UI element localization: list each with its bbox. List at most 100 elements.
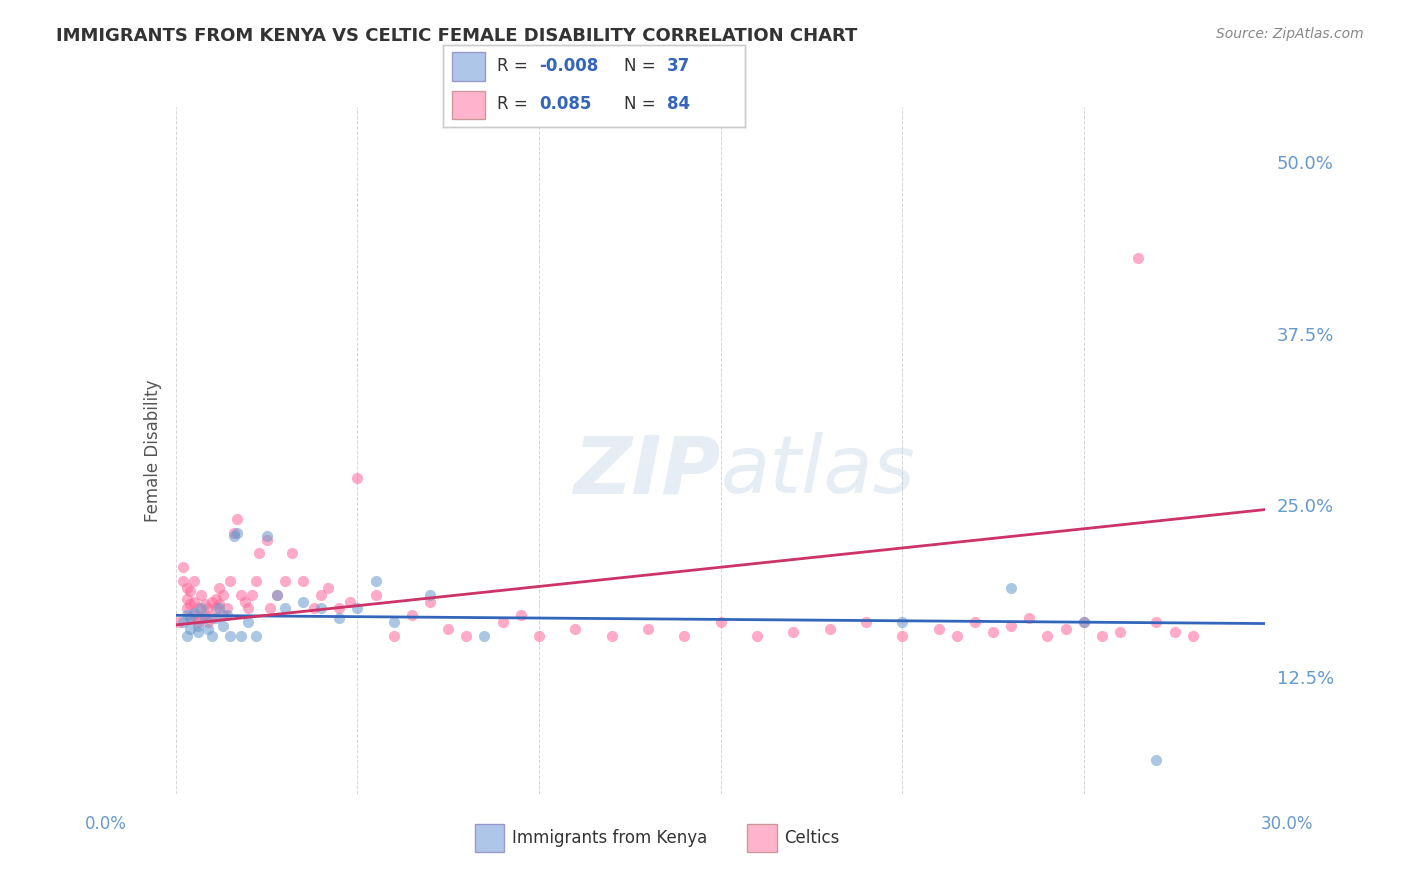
Point — [247, 546, 270, 561]
Point — [1018, 611, 1040, 625]
Point — [818, 622, 841, 636]
Point — [245, 629, 267, 643]
Point — [238, 601, 260, 615]
Point — [710, 615, 733, 630]
Point — [419, 588, 441, 602]
Point — [212, 588, 235, 602]
Point — [176, 591, 198, 606]
Point — [1000, 619, 1022, 633]
Point — [194, 611, 217, 625]
Point — [527, 629, 550, 643]
Point — [1073, 615, 1095, 630]
Point — [346, 471, 368, 485]
Point — [564, 622, 586, 636]
Point — [401, 608, 423, 623]
Point — [183, 606, 205, 620]
Point — [231, 588, 253, 602]
Text: Immigrants from Kenya: Immigrants from Kenya — [512, 829, 707, 847]
Point — [328, 611, 350, 625]
Point — [855, 615, 877, 630]
Point — [637, 622, 659, 636]
Point — [219, 629, 242, 643]
Point — [204, 611, 226, 625]
Text: N =: N = — [624, 95, 661, 112]
Point — [1128, 251, 1150, 265]
Point — [1181, 629, 1204, 643]
Point — [219, 574, 242, 588]
Point — [509, 608, 531, 623]
Point — [456, 629, 478, 643]
Point — [201, 611, 224, 625]
Text: R =: R = — [498, 95, 533, 112]
Point — [266, 588, 288, 602]
Point — [382, 615, 405, 630]
Point — [309, 601, 332, 615]
Point — [212, 619, 235, 633]
Text: 84: 84 — [666, 95, 690, 112]
Point — [183, 594, 205, 608]
Point — [891, 629, 914, 643]
FancyBboxPatch shape — [451, 91, 485, 120]
Point — [179, 597, 201, 611]
Text: ZIP: ZIP — [574, 432, 721, 510]
Point — [364, 574, 387, 588]
Point — [197, 622, 219, 636]
Point — [172, 574, 194, 588]
Point — [215, 608, 238, 623]
FancyBboxPatch shape — [451, 52, 485, 80]
Point — [291, 574, 314, 588]
Text: 37: 37 — [666, 57, 690, 75]
Text: 0.0%: 0.0% — [84, 815, 127, 833]
Point — [745, 629, 768, 643]
Point — [194, 608, 217, 623]
Point — [1146, 615, 1168, 630]
Point — [891, 615, 914, 630]
Point — [437, 622, 460, 636]
Point — [208, 597, 231, 611]
Point — [1054, 622, 1077, 636]
Text: 30.0%: 30.0% — [1260, 815, 1313, 833]
Point — [176, 629, 198, 643]
Point — [238, 615, 260, 630]
Text: Source: ZipAtlas.com: Source: ZipAtlas.com — [1216, 27, 1364, 41]
Point — [186, 619, 209, 633]
Point — [183, 608, 205, 623]
FancyBboxPatch shape — [475, 824, 505, 852]
Y-axis label: Female Disability: Female Disability — [143, 379, 162, 522]
Point — [197, 615, 219, 630]
Text: -0.008: -0.008 — [540, 57, 599, 75]
Text: N =: N = — [624, 57, 661, 75]
Point — [176, 601, 198, 615]
Text: atlas: atlas — [721, 432, 915, 510]
Text: IMMIGRANTS FROM KENYA VS CELTIC FEMALE DISABILITY CORRELATION CHART: IMMIGRANTS FROM KENYA VS CELTIC FEMALE D… — [56, 27, 858, 45]
Point — [222, 525, 245, 540]
Point — [291, 594, 314, 608]
Point — [274, 574, 297, 588]
Point — [226, 525, 249, 540]
Point — [318, 581, 340, 595]
Point — [240, 588, 263, 602]
Point — [492, 615, 515, 630]
Point — [963, 615, 986, 630]
Point — [172, 615, 194, 630]
Point — [1163, 624, 1185, 639]
Point — [190, 611, 212, 625]
Point — [169, 615, 191, 630]
FancyBboxPatch shape — [747, 824, 776, 852]
Point — [204, 601, 226, 615]
Point — [600, 629, 623, 643]
Point — [186, 601, 209, 615]
Point — [928, 622, 950, 636]
Point — [231, 629, 253, 643]
Point — [179, 611, 201, 625]
Point — [233, 594, 256, 608]
Point — [1109, 624, 1132, 639]
Point — [190, 588, 212, 602]
Point — [266, 588, 288, 602]
Point — [1073, 615, 1095, 630]
Point — [364, 588, 387, 602]
Point — [186, 624, 209, 639]
Point — [172, 560, 194, 574]
Point — [176, 581, 198, 595]
Point — [222, 528, 245, 542]
